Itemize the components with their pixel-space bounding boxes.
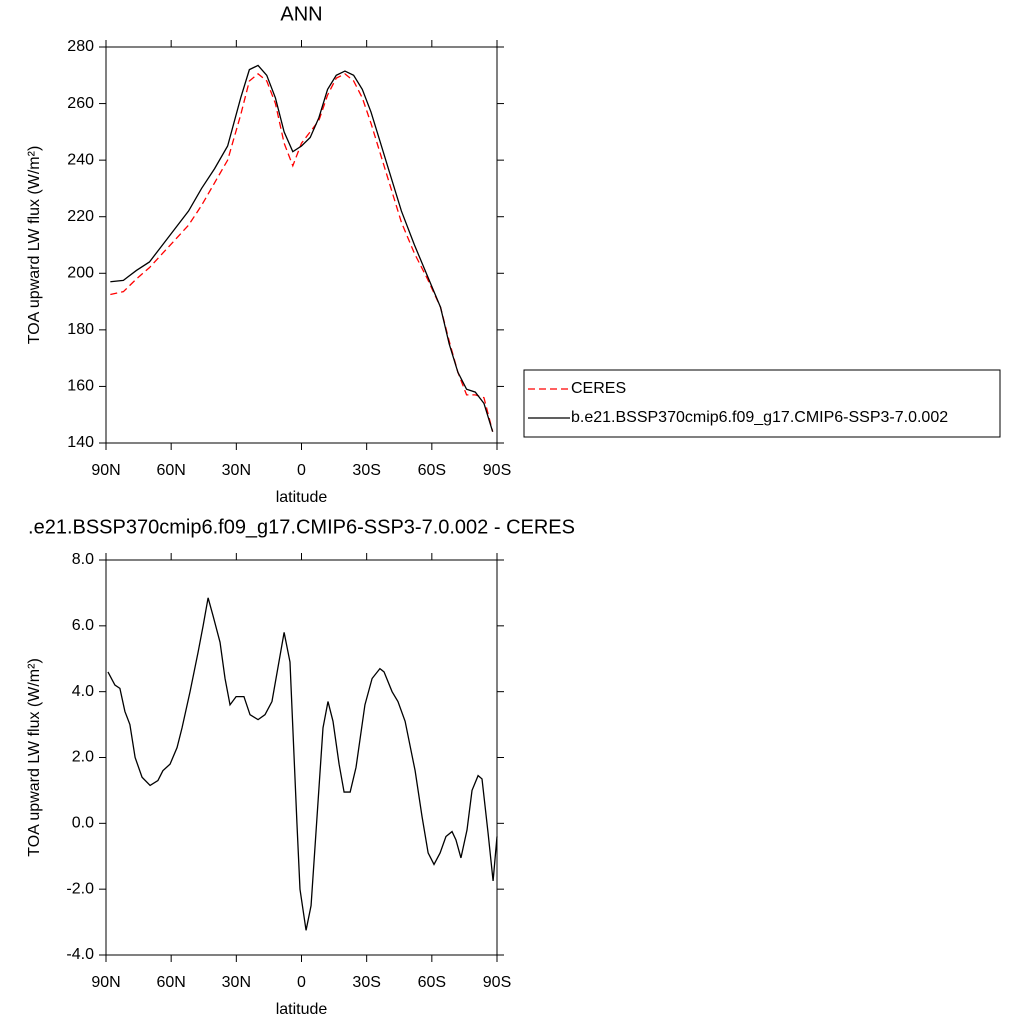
x-tick-label: 90N [91,462,120,479]
legend-box [523,369,1001,438]
plot-frame [105,46,498,444]
y-tick-label: 160 [67,378,94,395]
data-line [110,73,494,432]
x-tick-label: 30S [352,974,380,991]
y-tick-label: -4.0 [66,946,94,963]
y-tick-label: -2.0 [66,880,94,897]
y-tick-label: 280 [67,38,94,55]
chart-title: .e21.BSSP370cmip6.f09_g17.CMIP6-SSP3-7.0… [28,516,575,538]
x-tick-label: 90S [483,462,511,479]
legend-label: b.e21.BSSP370cmip6.f09_g17.CMIP6-SSP3-7.… [571,409,948,426]
x-tick-label: 60N [156,974,185,991]
y-tick-label: 8.0 [72,551,94,568]
y-tick-label: 2.0 [72,749,94,766]
x-axis-label: latitude [276,489,328,506]
x-tick-label: 30S [352,462,380,479]
data-line [107,597,498,931]
y-tick-label: 140 [67,434,94,451]
x-tick-label: 30N [222,462,251,479]
y-tick-label: 220 [67,208,94,225]
y-tick-label: 260 [67,95,94,112]
x-tick-label: 60S [418,974,446,991]
y-tick-label: 200 [67,265,94,282]
x-tick-label: 90N [91,974,120,991]
x-tick-label: 0 [297,462,306,479]
x-tick-label: 0 [297,974,306,991]
y-axis-label: TOA upward LW flux (W/m²) [26,658,43,857]
data-line [110,64,494,432]
y-tick-label: 180 [67,321,94,338]
x-tick-label: 90S [483,974,511,991]
y-tick-label: 4.0 [72,683,94,700]
chart-title: ANN [280,3,322,25]
y-tick-label: 6.0 [72,617,94,634]
y-tick-label: 0.0 [72,815,94,832]
x-tick-label: 60N [156,462,185,479]
y-axis-label: TOA upward LW flux (W/m²) [26,146,43,345]
x-axis-label: latitude [276,1001,328,1018]
y-tick-label: 240 [67,151,94,168]
x-tick-label: 30N [222,974,251,991]
legend-label: CERES [571,380,626,397]
x-tick-label: 60S [418,462,446,479]
